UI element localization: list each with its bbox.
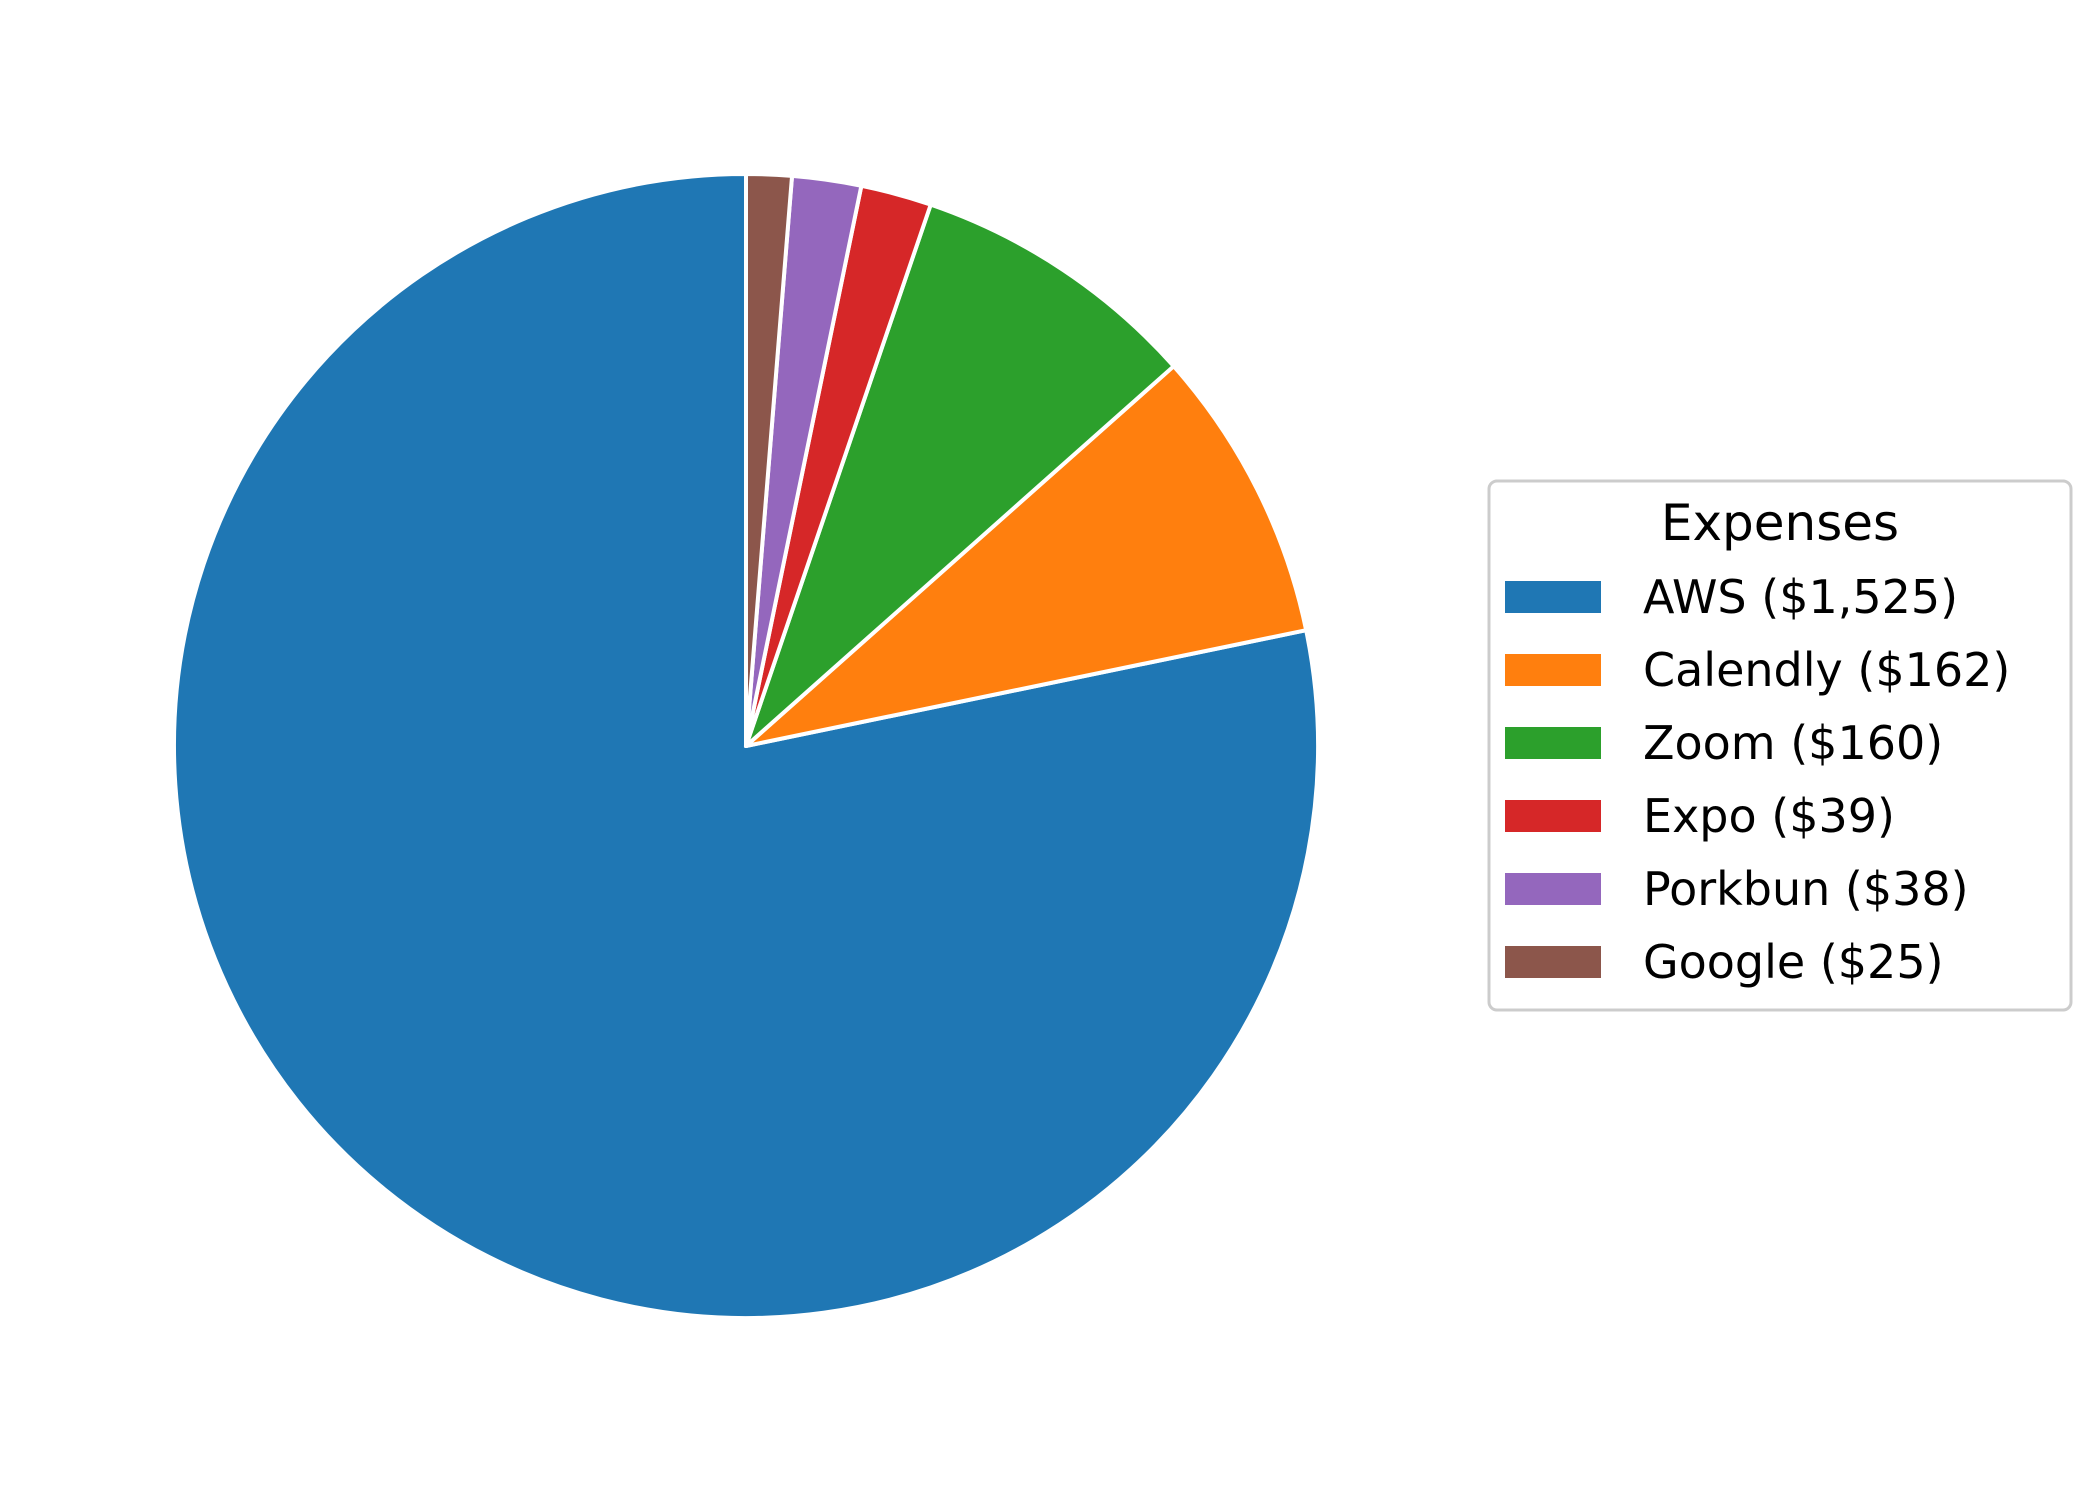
legend-swatch-porkbun (1505, 873, 1601, 905)
pie-slice-aws (172, 172, 1320, 1320)
legend-swatch-expo (1505, 800, 1601, 832)
pie-slice-zoom (744, 202, 1176, 748)
legend-items: AWS ($1,525) Calendly ($162) Zoom ($160) Ex… (1505, 570, 2010, 989)
legend-title: Expenses (1661, 494, 1899, 552)
legend-label-zoom: Zoom ($160) (1643, 716, 1943, 770)
legend-swatch-aws (1505, 581, 1601, 613)
pie-slice-google (744, 172, 795, 748)
legend-frame (1487, 479, 2073, 1012)
legend: Expenses AWS ($1,525) Calendly ($162) Zoom… (1487, 479, 2073, 1012)
legend-label-expo: Expo ($39) (1643, 789, 1895, 843)
legend-label-aws: AWS ($1,525) (1643, 570, 1958, 624)
legend-label-porkbun: Porkbun ($38) (1643, 862, 1969, 916)
pie-slice-calendly (744, 364, 1309, 748)
legend-swatch-zoom (1505, 727, 1601, 759)
legend-label-google: Google ($25) (1643, 935, 1944, 989)
legend-label-calendly: Calendly ($162) (1643, 643, 2010, 697)
legend-swatch-calendly (1505, 654, 1601, 686)
legend-swatch-google (1505, 946, 1601, 978)
pie-slices (172, 172, 1320, 1320)
